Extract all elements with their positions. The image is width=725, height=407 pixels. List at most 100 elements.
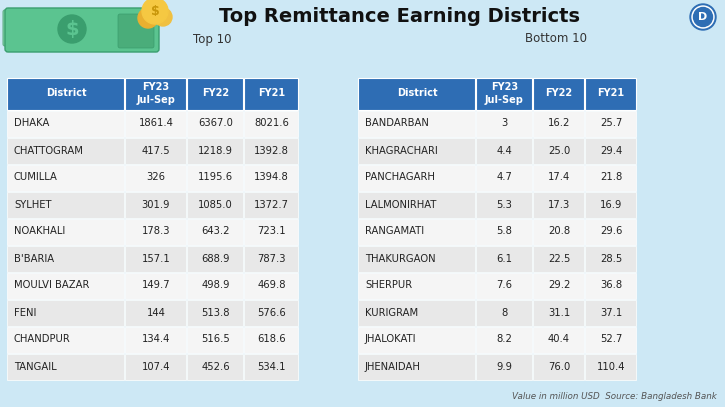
Text: B'BARIA: B'BARIA [14, 254, 54, 263]
FancyBboxPatch shape [586, 354, 637, 379]
FancyBboxPatch shape [125, 245, 186, 271]
Text: 29.6: 29.6 [600, 227, 622, 236]
FancyBboxPatch shape [244, 138, 299, 164]
FancyBboxPatch shape [244, 326, 299, 352]
Text: 1861.4: 1861.4 [138, 118, 173, 129]
FancyBboxPatch shape [125, 354, 186, 379]
Text: 8.2: 8.2 [497, 335, 513, 344]
FancyBboxPatch shape [188, 192, 244, 217]
Text: 28.5: 28.5 [600, 254, 622, 263]
FancyBboxPatch shape [7, 273, 125, 298]
Text: 157.1: 157.1 [141, 254, 170, 263]
FancyBboxPatch shape [125, 192, 186, 217]
Text: JHALOKATI: JHALOKATI [365, 335, 416, 344]
Text: 417.5: 417.5 [141, 145, 170, 155]
Text: FY22: FY22 [545, 88, 573, 98]
Text: FY22: FY22 [202, 88, 229, 98]
FancyBboxPatch shape [188, 138, 244, 164]
Text: 37.1: 37.1 [600, 308, 622, 317]
FancyBboxPatch shape [358, 219, 476, 245]
FancyBboxPatch shape [476, 245, 532, 271]
FancyBboxPatch shape [358, 300, 476, 326]
Circle shape [690, 4, 716, 30]
FancyBboxPatch shape [7, 354, 125, 379]
FancyBboxPatch shape [125, 164, 186, 190]
FancyBboxPatch shape [586, 138, 637, 164]
FancyBboxPatch shape [188, 300, 244, 326]
FancyBboxPatch shape [188, 273, 244, 298]
Circle shape [142, 0, 168, 24]
Text: 618.6: 618.6 [257, 335, 286, 344]
Text: SYLHET: SYLHET [14, 199, 51, 210]
FancyBboxPatch shape [534, 138, 584, 164]
Text: 498.9: 498.9 [202, 280, 230, 291]
Text: THAKURGAON: THAKURGAON [365, 254, 436, 263]
FancyBboxPatch shape [534, 326, 584, 352]
FancyBboxPatch shape [534, 164, 584, 190]
Text: 469.8: 469.8 [257, 280, 286, 291]
Text: MOULVI BAZAR: MOULVI BAZAR [14, 280, 89, 291]
Text: 149.7: 149.7 [141, 280, 170, 291]
FancyBboxPatch shape [125, 326, 186, 352]
Text: 516.5: 516.5 [201, 335, 230, 344]
FancyBboxPatch shape [534, 245, 584, 271]
FancyBboxPatch shape [476, 219, 532, 245]
Text: 3: 3 [502, 118, 508, 129]
FancyBboxPatch shape [358, 354, 476, 379]
Text: FENI: FENI [14, 308, 36, 317]
Circle shape [694, 7, 713, 26]
FancyBboxPatch shape [244, 164, 299, 190]
FancyBboxPatch shape [5, 8, 159, 52]
Text: 1372.7: 1372.7 [254, 199, 289, 210]
Text: 576.6: 576.6 [257, 308, 286, 317]
FancyBboxPatch shape [534, 110, 584, 136]
Text: 1218.9: 1218.9 [198, 145, 233, 155]
Text: CHATTOGRAM: CHATTOGRAM [14, 145, 84, 155]
FancyBboxPatch shape [7, 138, 125, 164]
Text: 52.7: 52.7 [600, 335, 622, 344]
FancyBboxPatch shape [534, 219, 584, 245]
FancyBboxPatch shape [534, 354, 584, 379]
FancyBboxPatch shape [358, 192, 476, 217]
FancyBboxPatch shape [244, 192, 299, 217]
FancyBboxPatch shape [476, 77, 532, 109]
Text: 107.4: 107.4 [142, 361, 170, 372]
Text: D: D [698, 12, 708, 22]
Text: JHENAIDAH: JHENAIDAH [365, 361, 421, 372]
FancyBboxPatch shape [358, 326, 476, 352]
FancyBboxPatch shape [244, 245, 299, 271]
Text: 17.3: 17.3 [548, 199, 570, 210]
Text: 20.8: 20.8 [548, 227, 570, 236]
FancyBboxPatch shape [125, 110, 186, 136]
FancyBboxPatch shape [534, 77, 584, 109]
Text: DHAKA: DHAKA [14, 118, 49, 129]
Text: LALMONIRHAT: LALMONIRHAT [365, 199, 436, 210]
FancyBboxPatch shape [7, 326, 125, 352]
Circle shape [138, 8, 158, 28]
Text: 8021.6: 8021.6 [254, 118, 289, 129]
Text: SHERPUR: SHERPUR [365, 280, 412, 291]
Text: FY21: FY21 [258, 88, 285, 98]
Text: District: District [46, 88, 86, 98]
FancyBboxPatch shape [244, 219, 299, 245]
FancyBboxPatch shape [358, 77, 476, 109]
Text: 17.4: 17.4 [548, 173, 570, 182]
Text: 21.8: 21.8 [600, 173, 622, 182]
Text: 110.4: 110.4 [597, 361, 625, 372]
Text: 29.4: 29.4 [600, 145, 622, 155]
Circle shape [692, 6, 714, 28]
Text: 7.6: 7.6 [497, 280, 513, 291]
Text: Top 10: Top 10 [193, 33, 231, 46]
FancyBboxPatch shape [188, 326, 244, 352]
FancyBboxPatch shape [476, 300, 532, 326]
Text: 643.2: 643.2 [202, 227, 230, 236]
Text: $: $ [65, 20, 79, 39]
FancyBboxPatch shape [358, 273, 476, 298]
FancyBboxPatch shape [586, 164, 637, 190]
Text: CUMILLA: CUMILLA [14, 173, 58, 182]
FancyBboxPatch shape [586, 192, 637, 217]
Text: BANDARBAN: BANDARBAN [365, 118, 429, 129]
FancyBboxPatch shape [358, 245, 476, 271]
Text: FY23
Jul-Sep: FY23 Jul-Sep [136, 82, 175, 105]
Text: Bottom 10: Bottom 10 [526, 33, 587, 46]
